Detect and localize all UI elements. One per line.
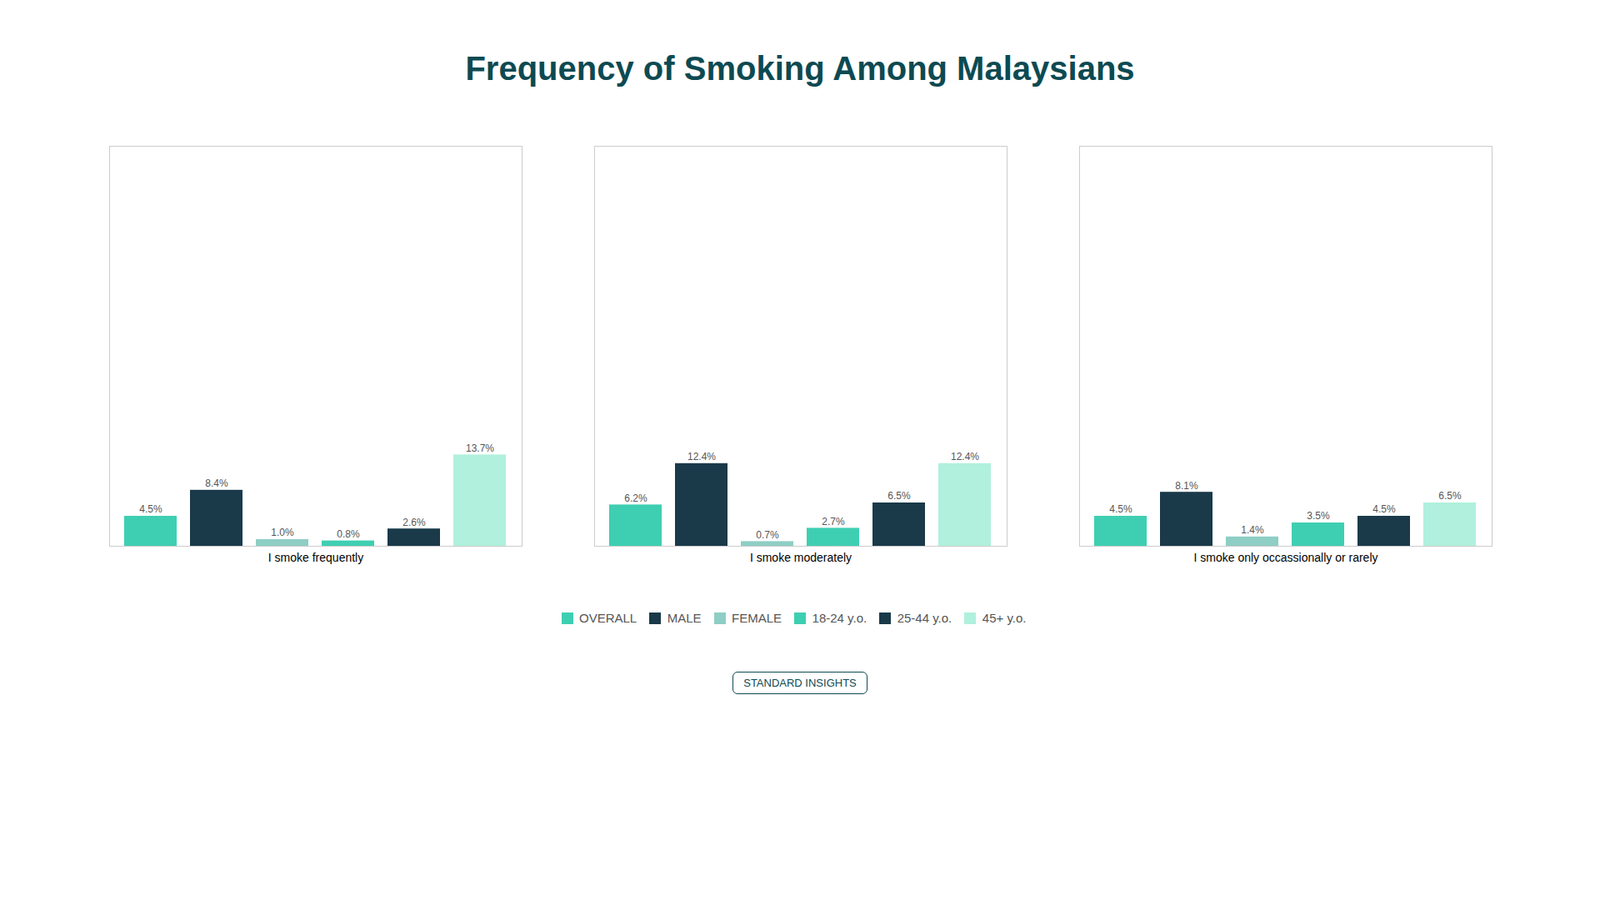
svg-text:6.5%: 6.5% [887, 490, 911, 502]
svg-text:2.7%: 2.7% [821, 515, 845, 528]
svg-text:6.2%: 6.2% [624, 492, 648, 505]
svg-text:4.5%: 4.5% [139, 503, 163, 515]
html-text:MALE: MALE [667, 610, 702, 625]
svg-text:0.8%: 0.8% [336, 528, 360, 540]
svg-text:4.5%: 4.5% [1372, 503, 1396, 515]
svg-text:8.4%: 8.4% [205, 477, 229, 490]
html-text:OVERALL: OVERALL [579, 610, 637, 625]
svg-text:I smoke moderately: I smoke moderately [750, 550, 852, 565]
svg-text:4.5%: 4.5% [1109, 503, 1133, 515]
svg-text:8.1%: 8.1% [1175, 480, 1199, 492]
svg-text:I smoke frequently: I smoke frequently [268, 550, 364, 565]
html-text:25-44 y.o.: 25-44 y.o. [897, 610, 952, 625]
html-text:STANDARD INSIGHTS: STANDARD INSIGHTS [743, 676, 857, 689]
svg-text:12.4%: 12.4% [687, 450, 716, 463]
svg-text:1.0%: 1.0% [270, 526, 295, 539]
svg-text:1.4%: 1.4% [1240, 524, 1265, 536]
svg-text:13.7%: 13.7% [465, 442, 495, 455]
html-text:Frequency of Smoking Among Mal: Frequency of Smoking Among Malaysians [465, 50, 1135, 87]
svg-text:3.5%: 3.5% [1306, 510, 1330, 522]
html-text:45+ y.o.: 45+ y.o. [982, 610, 1027, 625]
html-text:FEMALE: FEMALE [731, 610, 782, 625]
svg-text:12.4%: 12.4% [950, 450, 980, 463]
svg-text:2.6%: 2.6% [402, 516, 426, 529]
svg-text:6.5%: 6.5% [1438, 490, 1462, 502]
svg-text:I smoke only occassionally or: I smoke only occassionally or rarely [1194, 550, 1379, 565]
html-text:18-24 y.o.: 18-24 y.o. [812, 610, 867, 625]
svg-text:0.7%: 0.7% [755, 529, 780, 541]
